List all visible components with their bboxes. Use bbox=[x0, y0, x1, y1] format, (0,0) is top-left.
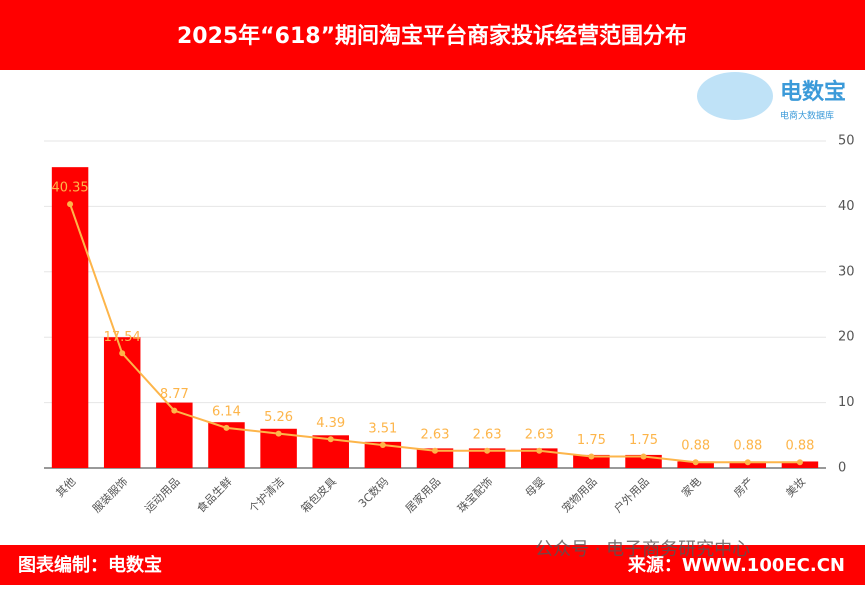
line-point bbox=[536, 447, 543, 454]
line-point bbox=[588, 453, 595, 460]
logo-icon bbox=[697, 72, 773, 120]
line-point bbox=[223, 424, 230, 431]
data-label: 2.63 bbox=[473, 427, 502, 442]
chart-title: 2025年“618”期间淘宝平台商家投诉经营范围分布 bbox=[177, 23, 687, 49]
data-label: 1.75 bbox=[629, 433, 658, 448]
line-point bbox=[640, 453, 647, 460]
bar bbox=[468, 448, 506, 468]
data-label: 1.75 bbox=[577, 433, 606, 448]
data-label: 0.88 bbox=[733, 439, 762, 454]
line-point bbox=[275, 430, 282, 437]
watermark: 公众号 · 电子商务研究中心 bbox=[535, 539, 750, 560]
data-label: 0.88 bbox=[785, 439, 814, 454]
line-point bbox=[67, 201, 74, 208]
bar bbox=[573, 454, 610, 468]
line-point bbox=[171, 407, 178, 414]
line-point bbox=[744, 459, 751, 466]
title-bar bbox=[0, 0, 865, 70]
bar bbox=[103, 337, 141, 468]
data-label: 2.63 bbox=[525, 427, 554, 442]
line-point bbox=[327, 436, 334, 443]
data-label: 3.51 bbox=[368, 422, 397, 437]
credit: 图表编制：电数宝 bbox=[18, 554, 162, 576]
data-label: 6.14 bbox=[212, 404, 241, 419]
y-tick-label: 50 bbox=[838, 134, 855, 149]
line-point bbox=[796, 459, 803, 466]
line-point bbox=[379, 442, 386, 449]
data-label: 4.39 bbox=[316, 416, 345, 431]
line-point bbox=[484, 447, 491, 454]
y-tick-label: 30 bbox=[838, 264, 855, 279]
data-label: 0.88 bbox=[681, 439, 710, 454]
y-tick-label: 20 bbox=[838, 330, 855, 345]
line-point bbox=[692, 459, 699, 466]
data-label: 5.26 bbox=[264, 410, 293, 425]
y-tick-label: 40 bbox=[838, 199, 855, 214]
logo-name: 电数宝 bbox=[780, 79, 846, 105]
data-label: 40.35 bbox=[51, 181, 88, 196]
y-tick-label: 10 bbox=[838, 395, 855, 410]
y-tick-label: 0 bbox=[838, 461, 846, 476]
footer-bar bbox=[0, 545, 865, 585]
bar bbox=[416, 448, 454, 468]
logo-tagline: 电商大数据库 bbox=[780, 110, 834, 122]
line-point bbox=[119, 350, 126, 357]
bar bbox=[51, 167, 89, 468]
data-label: 17.54 bbox=[104, 330, 141, 345]
line-point bbox=[432, 447, 438, 454]
data-label: 8.77 bbox=[160, 387, 189, 402]
data-label: 2.63 bbox=[421, 427, 450, 442]
source: 来源：WWW.100EC.CN bbox=[627, 554, 845, 576]
bar bbox=[521, 448, 558, 468]
